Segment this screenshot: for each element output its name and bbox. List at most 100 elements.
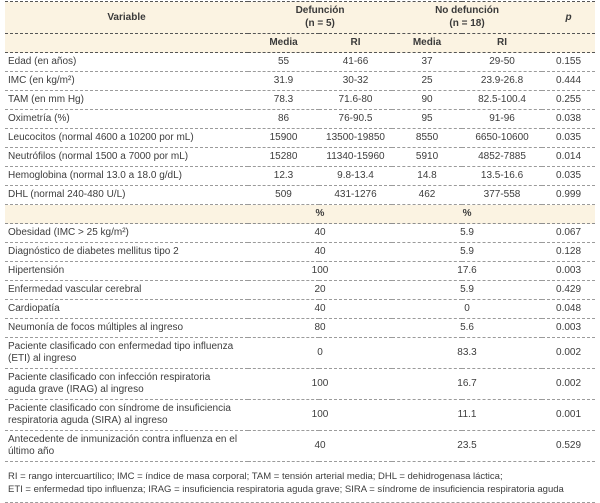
table-row: Hipertensión 100 17.6 0.003 [5,262,596,281]
defuncion-ri-cell: 431-1276 [334,189,377,200]
no-defuncion-percent-cell: 5.9 [460,284,474,295]
percent-header-row: % % [5,204,596,224]
col-header-media-defuncion: Media [248,33,319,53]
defuncion-media-cell: 15280 [269,151,298,162]
p-value-cell: 0.128 [556,246,582,257]
variable-cell: IMC (en kg/m²) [8,75,75,86]
no-defuncion-ri-cell: 4852-7885 [478,151,526,162]
no-defuncion-percent-cell: 83.3 [457,347,477,358]
no-defuncion-ri-cell: 91-96 [489,113,515,124]
table-row: Paciente clasificado con enfermedad tipo… [5,338,596,369]
variable-cell: Oximetría (%) [8,113,70,124]
table-row: Leucocitos (normal 4600 a 10200 por mL) … [5,129,596,148]
variable-cell: Cardiopatía [8,303,60,314]
empty-cell [542,33,596,53]
col-header-ri-no-defuncion: RI [462,33,543,53]
variable-cell: Enfermedad vascular cerebral [8,284,142,295]
table-row: Paciente clasificado con síndrome de ins… [5,400,596,431]
p-value-cell: 0.529 [556,440,582,451]
no-defuncion-media-cell: 5910 [415,151,439,162]
variable-cell: Obesidad (IMC > 25 kg/m²) [8,227,129,238]
table-header: Variable Defunción (n = 5) No defunción … [5,1,596,53]
no-defuncion-percent-cell: 16.7 [457,378,477,389]
defuncion-media-cell: 86 [277,113,290,124]
footnote-line-abbreviations-2: ETI = enfermedad tipo influenza; IRAG = … [8,484,564,495]
outcomes-comparison-table: Variable Defunción (n = 5) No defunción … [5,1,596,462]
defuncion-ri-cell: 30-32 [342,75,369,86]
variable-cell: Edad (en años) [8,56,77,67]
col-header-ri-defuncion: RI [319,33,393,53]
no-defuncion-percent-cell: 5.6 [460,322,474,333]
defuncion-media-cell: 509 [275,189,292,200]
defuncion-percent-cell: 40 [314,303,326,314]
percent-header-no-defuncion: % [392,204,543,224]
table-row: DHL (normal 240-480 U/L) 509 431-1276 46… [5,186,596,205]
footnote-line-abbreviations-1: RI = rango intercuartílico; IMC = índice… [8,471,503,482]
p-value-cell: 0.002 [556,378,582,389]
variable-cell: Paciente clasificado con síndrome de ins… [8,403,231,426]
defuncion-ri-cell: 11340-15960 [326,151,385,162]
no-defuncion-media-cell: 8550 [415,132,439,143]
defuncion-percent-cell: 100 [311,409,329,420]
p-value-cell: 0.048 [556,303,582,314]
group-defuncion-n: (n = 5) [305,18,335,29]
table-row: Enfermedad vascular cerebral 20 5.9 0.42… [5,281,596,300]
col-header-p: p [542,1,596,34]
no-defuncion-percent-cell: 23.5 [457,440,477,451]
variable-cell: Neutrófilos (normal 1500 a 7000 por mL) [8,151,189,162]
defuncion-media-cell: 15900 [269,132,298,143]
defuncion-media-cell: 12.3 [273,170,294,181]
p-value-cell: 0.038 [556,113,582,124]
variable-cell: Leucocitos (normal 4600 a 10200 por mL) [8,132,194,143]
defuncion-percent-cell: 40 [314,227,326,238]
col-header-variable: Variable [5,1,248,34]
table-row: Cardiopatía 40 0 0.048 [5,300,596,319]
table-row: Neutrófilos (normal 1500 a 7000 por mL) … [5,148,596,167]
col-group-defuncion: Defunción (n = 5) [248,1,393,34]
p-value-cell: 0.255 [556,94,582,105]
variable-cell: Paciente clasificado con infección respi… [8,372,211,395]
table-row: Antecedente de inmunización contra influ… [5,431,596,462]
no-defuncion-percent-cell: 5.9 [460,246,474,257]
p-value-cell: 0.001 [556,409,582,420]
group-defuncion-label: Defunción [295,5,345,16]
defuncion-ri-cell: 71.6-80 [338,94,373,105]
p-value-cell: 0.067 [556,227,582,238]
defuncion-media-cell: 78.3 [273,94,294,105]
defuncion-ri-cell: 41-66 [342,56,369,67]
no-defuncion-ri-cell: 6650-10600 [475,132,529,143]
variable-cell: Diagnóstico de diabetes mellitus tipo 2 [8,246,179,257]
defuncion-ri-cell: 76-90.5 [338,113,373,124]
no-defuncion-percent-cell: 0 [464,303,470,314]
p-value-cell: 0.003 [556,265,582,276]
variable-cell: Paciente clasificado con enfermedad tipo… [8,341,234,364]
defuncion-percent-cell: 0 [317,347,323,358]
p-value-cell: 0.035 [556,170,582,181]
defuncion-ri-cell: 9.8-13.4 [337,170,374,181]
no-defuncion-media-cell: 462 [418,189,436,200]
no-defuncion-percent-cell: 11.1 [457,409,477,420]
no-defuncion-ri-cell: 377-558 [483,189,521,200]
no-defuncion-percent-cell: 5.9 [460,227,474,238]
defuncion-percent-cell: 100 [311,265,329,276]
p-value-cell: 0.999 [556,189,582,200]
variable-cell: Antecedente de inmunización contra influ… [8,434,238,457]
table-row: Paciente clasificado con infección respi… [5,369,596,400]
defuncion-percent-cell: 40 [314,440,326,451]
group-no-defuncion-n: (n = 18) [449,18,485,29]
col-header-media-no-defuncion: Media [392,33,463,53]
p-value-cell: 0.429 [556,284,582,295]
table-row: Diagnóstico de diabetes mellitus tipo 2 … [5,243,596,262]
empty-cell [5,33,248,53]
defuncion-percent-cell: 20 [314,284,326,295]
table-row: TAM (en mm Hg) 78.3 71.6-80 90 82.5-100.… [5,91,596,110]
variable-cell: DHL (normal 240-480 U/L) [8,189,126,200]
no-defuncion-media-cell: 90 [421,94,433,105]
group-no-defuncion-label: No defunción [435,5,499,16]
no-defuncion-ri-cell: 13.5-16.6 [480,170,524,181]
table-row: IMC (en kg/m²) 31.9 30-32 25 23.9-26.8 0… [5,72,596,91]
no-defuncion-media-cell: 25 [421,75,433,86]
no-defuncion-media-cell: 37 [421,56,433,67]
no-defuncion-ri-cell: 23.9-26.8 [480,75,524,86]
